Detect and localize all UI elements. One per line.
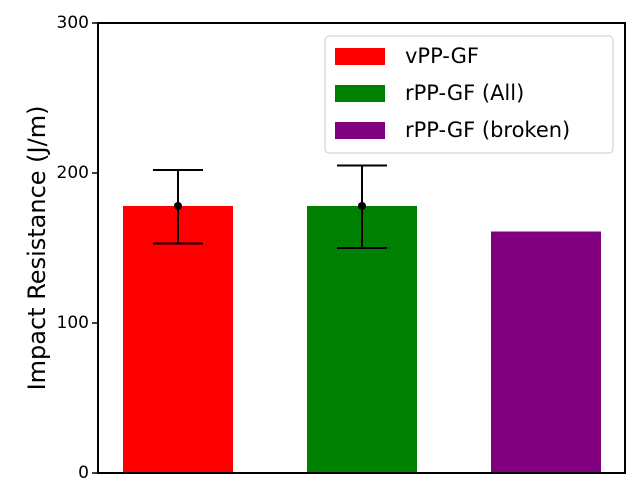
plot-frame <box>97 22 626 474</box>
y-tick-label-3: 300 <box>57 13 89 33</box>
bar-2 <box>491 231 601 473</box>
bars-layer <box>123 206 601 473</box>
y-tick-label-2: 200 <box>57 163 89 183</box>
legend-swatch-2 <box>335 122 385 139</box>
bar-1 <box>307 206 417 473</box>
y-axis-label: Impact Resistance (J/m) <box>23 106 51 391</box>
y-tick-label-1: 100 <box>57 313 89 333</box>
legend-box <box>324 35 614 154</box>
legend-label-2: rPP-GF (broken) <box>405 118 570 142</box>
legend: vPP-GF rPP-GF (All) rPP-GF (broken) <box>324 35 614 154</box>
mean-marker-0 <box>174 202 182 210</box>
legend-label-1: rPP-GF (All) <box>405 81 524 105</box>
error-bars-layer <box>153 164 387 249</box>
y-axis: 0 100 200 300 <box>57 13 98 483</box>
legend-label-0: vPP-GF <box>405 44 479 68</box>
legend-swatch-1 <box>335 85 385 102</box>
mean-marker-1 <box>358 202 366 210</box>
bar-0 <box>123 206 233 473</box>
legend-swatch-0 <box>335 48 385 65</box>
y-tick-label-0: 0 <box>78 463 89 483</box>
